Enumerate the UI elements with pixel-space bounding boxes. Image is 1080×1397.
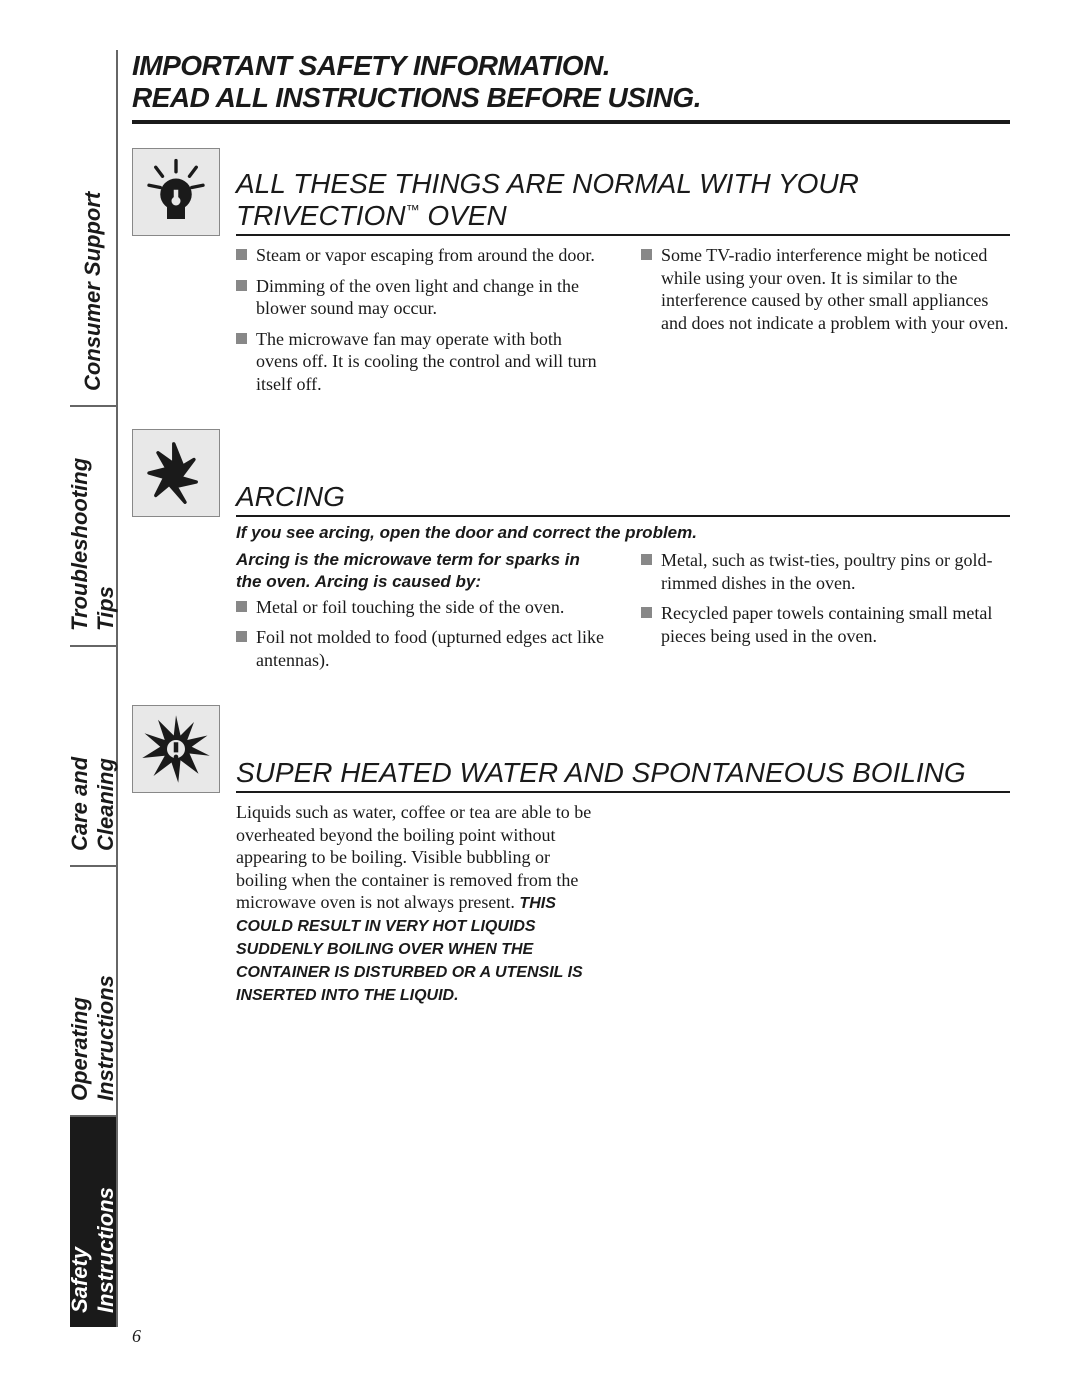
normal-list-right: Some TV-radio interference might be noti… xyxy=(641,244,1010,334)
list-item: Some TV-radio interference might be noti… xyxy=(641,244,1010,334)
tab-troubleshooting-tips[interactable]: Troubleshooting Tips xyxy=(70,407,116,647)
page-title: IMPORTANT SAFETY INFORMATION. READ ALL I… xyxy=(132,50,1010,124)
list-item: Foil not molded to food (upturned edges … xyxy=(236,626,605,671)
arcing-list-right: Metal, such as twist-ties, poultry pins … xyxy=(641,549,1010,647)
arcing-list-left: Metal or foil touching the side of the o… xyxy=(236,596,605,672)
arcing-spark-icon xyxy=(132,429,220,517)
explosion-icon xyxy=(132,705,220,793)
arcing-lead: Arcing is the microwave term for sparks … xyxy=(236,549,605,592)
manual-page: Safety Instructions Operating Instructio… xyxy=(70,50,1010,1347)
section-arcing-title: ARCING xyxy=(236,481,1010,513)
page-content: IMPORTANT SAFETY INFORMATION. READ ALL I… xyxy=(132,50,1010,1347)
list-item: The microwave fan may operate with both … xyxy=(236,328,605,396)
side-tabs: Safety Instructions Operating Instructio… xyxy=(70,50,118,1327)
section-arcing: ARCING If you see arcing, open the door … xyxy=(132,429,1010,679)
normal-list-left: Steam or vapor escaping from around the … xyxy=(236,244,605,395)
tab-care-and-cleaning[interactable]: Care and Cleaning xyxy=(70,647,116,867)
list-item: Recycled paper towels containing small m… xyxy=(641,602,1010,647)
boiling-text: Liquids such as water, coffee or tea are… xyxy=(236,801,605,1006)
tab-consumer-support[interactable]: Consumer Support xyxy=(70,177,116,407)
title-line-1: IMPORTANT SAFETY INFORMATION. xyxy=(132,50,610,81)
list-item: Metal or foil touching the side of the o… xyxy=(236,596,605,619)
section-arcing-subtitle: If you see arcing, open the door and cor… xyxy=(236,523,1010,543)
alert-light-icon xyxy=(132,148,220,236)
section-normal-title: ALL THESE THINGS ARE NORMAL WITH YOUR TR… xyxy=(236,168,1010,232)
list-item: Dimming of the oven light and change in … xyxy=(236,275,605,320)
section-boiling: SUPER HEATED WATER AND SPONTANEOUS BOILI… xyxy=(132,705,1010,1006)
title-line-2: READ ALL INSTRUCTIONS BEFORE USING. xyxy=(132,82,701,113)
list-item: Steam or vapor escaping from around the … xyxy=(236,244,605,267)
tab-safety-instructions[interactable]: Safety Instructions xyxy=(70,1117,116,1327)
section-boiling-title: SUPER HEATED WATER AND SPONTANEOUS BOILI… xyxy=(236,757,1010,789)
tab-operating-instructions[interactable]: Operating Instructions xyxy=(70,867,116,1117)
page-number: 6 xyxy=(132,1326,141,1347)
section-normal: ALL THESE THINGS ARE NORMAL WITH YOUR TR… xyxy=(132,148,1010,403)
list-item: Metal, such as twist-ties, poultry pins … xyxy=(641,549,1010,594)
